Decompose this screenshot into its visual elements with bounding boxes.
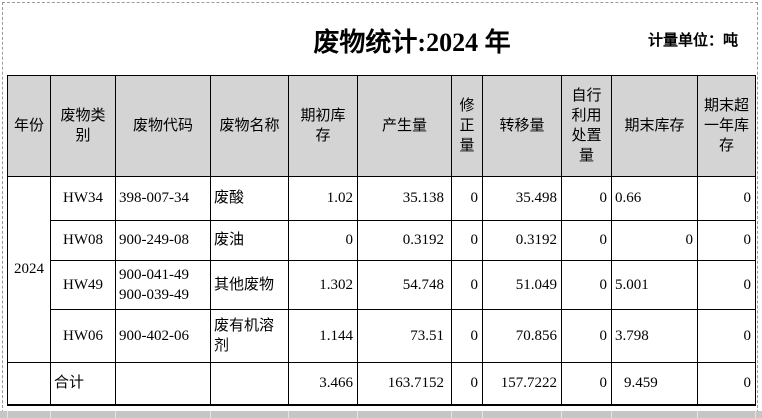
cell-closing: 3.798 xyxy=(611,309,698,363)
cell-self-disposed: 0 xyxy=(561,309,612,363)
table-row: HW08 900-249-08 废油 0 0.3192 0 0.3192 0 0… xyxy=(8,220,756,261)
cell-corrected: 0 xyxy=(451,220,483,261)
cell-self-disposed: 0 xyxy=(561,362,612,405)
cell-corrected: 0 xyxy=(451,362,483,405)
gutter-column-line xyxy=(7,411,8,418)
cell-generated: 35.138 xyxy=(357,176,452,221)
cell-corrected: 0 xyxy=(451,176,483,221)
cell-opening: 1.144 xyxy=(288,309,358,363)
cell-name-empty xyxy=(210,362,289,405)
header-cell-over-one-year-stock: 期末超 一年库 存 xyxy=(697,75,756,177)
cell-transferred: 0.3192 xyxy=(482,220,562,261)
cell-self-disposed: 0 xyxy=(561,220,612,261)
table-row: HW49 900-041-49 900-039-49 其他废物 1.302 54… xyxy=(8,260,756,310)
cell-total-label: 合计 xyxy=(50,362,116,405)
cell-over-one-year: 0 xyxy=(697,362,756,405)
cell-over-one-year: 0 xyxy=(697,176,756,221)
header-cell-transferred: 转移量 xyxy=(482,75,562,177)
cell-self-disposed: 0 xyxy=(561,260,612,310)
waste-statistics-table: 年份 废物类 别 废物代码 废物名称 期初库 存 产生量 修 正 量 转移量 自… xyxy=(7,75,756,406)
header-cell-waste-code: 废物代码 xyxy=(115,75,211,177)
cell-over-one-year: 0 xyxy=(697,309,756,363)
cell-transferred: 70.856 xyxy=(482,309,562,363)
cell-code: 900-402-06 xyxy=(115,309,211,363)
table-row: HW06 900-402-06 废有机溶 剂 1.144 73.51 0 70.… xyxy=(8,309,756,363)
cell-over-one-year: 0 xyxy=(697,260,756,310)
page-bottom-gutter xyxy=(0,411,762,418)
gutter-column-line xyxy=(697,411,698,418)
cell-code: 900-041-49 900-039-49 xyxy=(115,260,211,310)
cell-closing: 0.66 xyxy=(611,176,698,221)
cell-generated: 0.3192 xyxy=(357,220,452,261)
cell-transferred: 35.498 xyxy=(482,176,562,221)
cell-closing: 0 xyxy=(611,220,698,261)
header-cell-year: 年份 xyxy=(7,75,51,177)
page-title: 废物统计:2024 年 xyxy=(313,28,511,57)
cell-category: HW06 xyxy=(50,309,116,363)
header-cell-self-disposed: 自行 利用 处置 量 xyxy=(561,75,612,177)
cell-year: 2024 xyxy=(7,176,51,363)
gutter-column-line xyxy=(115,411,116,418)
cell-corrected: 0 xyxy=(451,260,483,310)
header-cell-opening-stock: 期初库 存 xyxy=(288,75,358,177)
header-cell-closing-stock: 期末库存 xyxy=(611,75,698,177)
cell-opening: 1.302 xyxy=(288,260,358,310)
header-cell-generated: 产生量 xyxy=(357,75,452,177)
cell-category: HW34 xyxy=(50,176,116,221)
cell-code: 900-249-08 xyxy=(115,220,211,261)
cell-self-disposed: 0 xyxy=(561,176,612,221)
header-row: 年份 废物类 别 废物代码 废物名称 期初库 存 产生量 修 正 量 转移量 自… xyxy=(7,75,756,177)
header-cell-waste-name: 废物名称 xyxy=(210,75,289,177)
cell-name: 其他废物 xyxy=(210,260,289,310)
gutter-column-line xyxy=(611,411,612,418)
gutter-column-line xyxy=(451,411,452,418)
gutter-column-line xyxy=(482,411,483,418)
cell-code: 398-007-34 xyxy=(115,176,211,221)
title-bar: 废物统计:2024 年 计量单位：吨 xyxy=(0,0,762,75)
gutter-column-line xyxy=(50,411,51,418)
gutter-column-line xyxy=(357,411,358,418)
cell-transferred: 51.049 xyxy=(482,260,562,310)
gutter-column-line xyxy=(561,411,562,418)
cell-over-one-year: 0 xyxy=(697,220,756,261)
gutter-column-line xyxy=(755,411,756,418)
cell-category: HW49 xyxy=(50,260,116,310)
cell-opening: 0 xyxy=(288,220,358,261)
cell-transferred: 157.7222 xyxy=(482,362,562,405)
cell-year-empty xyxy=(7,362,51,405)
cell-code-empty xyxy=(115,362,211,405)
cell-closing: 9.459 xyxy=(611,362,698,405)
header-cell-waste-category: 废物类 别 xyxy=(50,75,116,177)
cell-name: 废油 xyxy=(210,220,289,261)
cell-opening: 3.466 xyxy=(288,362,358,405)
cell-closing: 5.001 xyxy=(611,260,698,310)
total-row: 合计 3.466 163.7152 0 157.7222 0 9.459 0 xyxy=(7,362,756,405)
cell-category: HW08 xyxy=(50,220,116,261)
table-row: 2024 HW34 398-007-34 废酸 1.02 35.138 0 35… xyxy=(7,176,756,363)
unit-of-measure-label: 计量单位：吨 xyxy=(647,32,738,49)
header-cell-correction: 修 正 量 xyxy=(451,75,483,177)
cell-name: 废酸 xyxy=(210,176,289,221)
cell-generated: 163.7152 xyxy=(357,362,452,405)
gutter-column-line xyxy=(210,411,211,418)
cell-opening: 1.02 xyxy=(288,176,358,221)
gutter-column-line xyxy=(288,411,289,418)
cell-name: 废有机溶 剂 xyxy=(210,309,289,363)
cell-generated: 54.748 xyxy=(357,260,452,310)
cell-generated: 73.51 xyxy=(357,309,452,363)
cell-corrected: 0 xyxy=(451,309,483,363)
